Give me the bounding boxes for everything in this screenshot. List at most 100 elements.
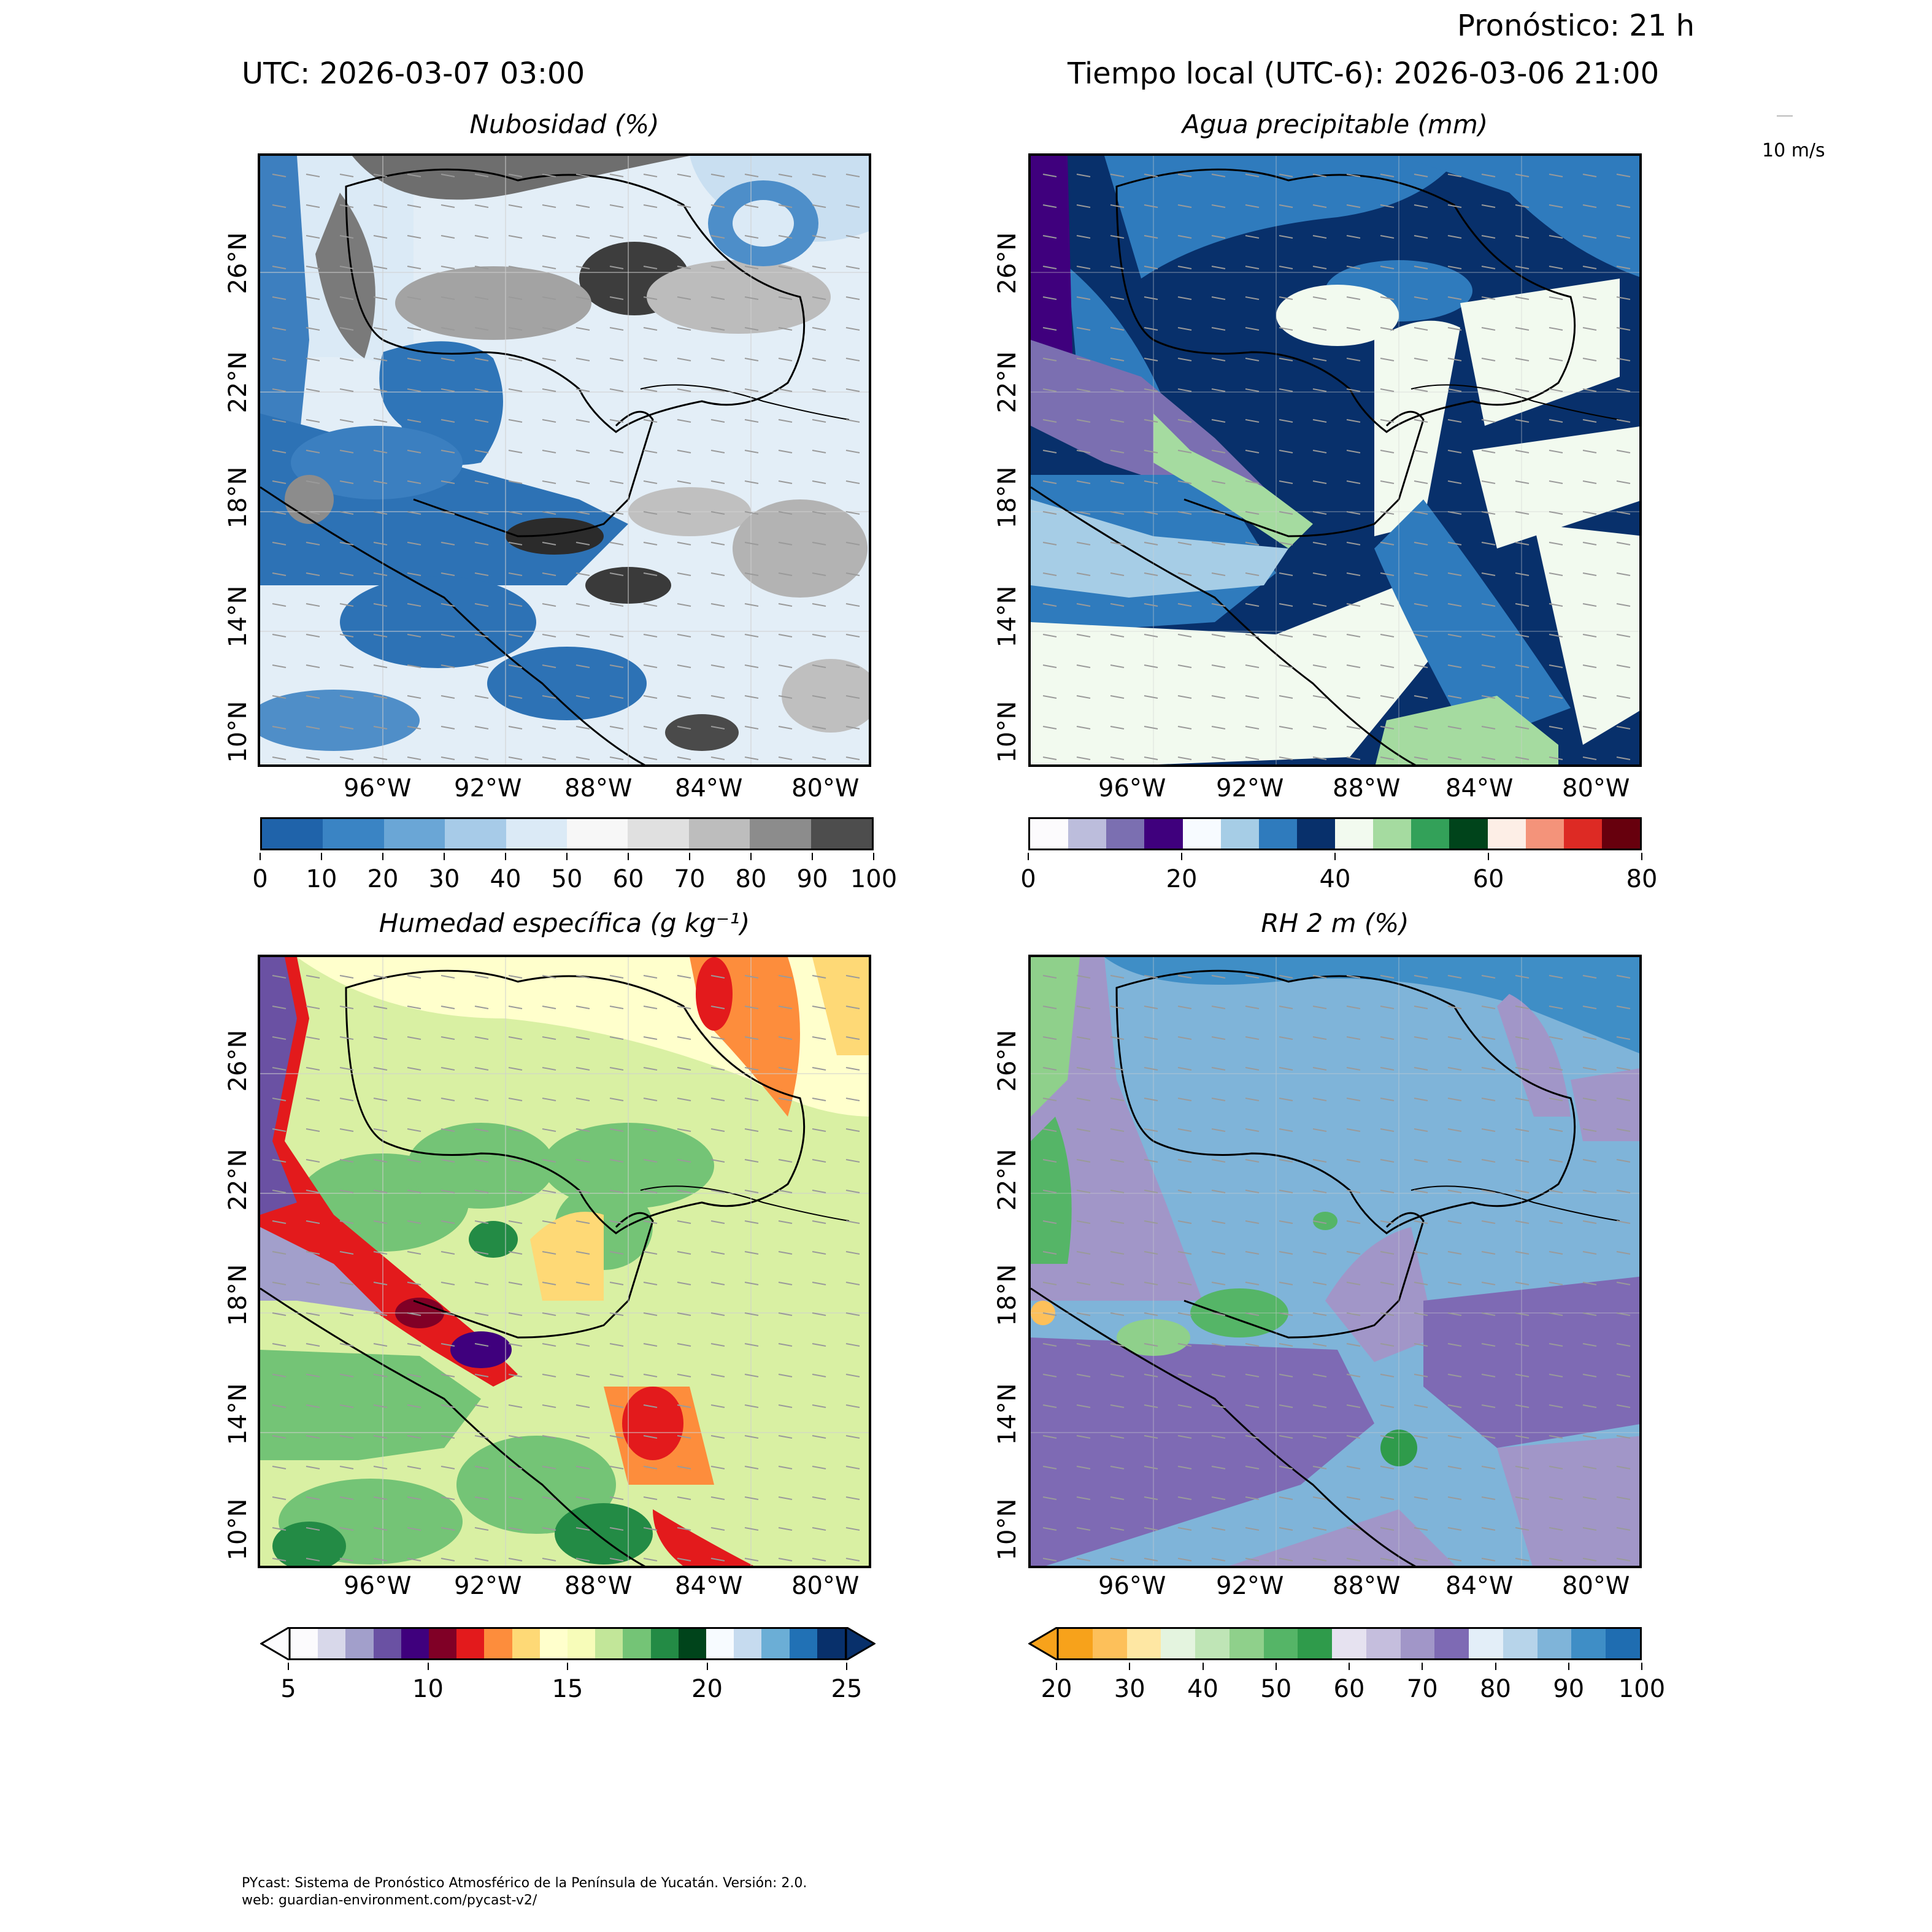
wind-vector xyxy=(474,204,489,208)
wind-vector xyxy=(812,1404,826,1408)
wind-vector xyxy=(1582,1067,1597,1071)
wind-vector xyxy=(710,296,725,300)
wind-vector xyxy=(778,695,793,699)
wind-vector xyxy=(1110,235,1125,239)
panel-title-nubosidad: Nubosidad (%) xyxy=(469,109,660,139)
wind-vector xyxy=(272,1404,287,1408)
wind-vector xyxy=(1447,235,1462,239)
wind-vector xyxy=(1076,1098,1091,1101)
wind-vector xyxy=(778,419,793,423)
wind-vector xyxy=(339,480,354,484)
wind-vector xyxy=(1245,695,1260,699)
wind-vector xyxy=(1481,1282,1496,1285)
wind-vector xyxy=(1414,1466,1428,1469)
wind-vector xyxy=(474,1067,489,1071)
wind-vector xyxy=(1380,1312,1395,1316)
wind-vector xyxy=(1177,511,1192,515)
wind-vector xyxy=(272,1006,287,1009)
wind-vector xyxy=(339,1527,354,1531)
wind-vector xyxy=(575,1466,590,1469)
colorbar-segment xyxy=(761,1629,790,1658)
wind-vector xyxy=(339,1159,354,1163)
wind-vector xyxy=(643,235,658,239)
wind-vector xyxy=(1447,327,1462,331)
wind-vector xyxy=(1042,726,1057,729)
wind-vector xyxy=(812,634,826,637)
wind-vector xyxy=(609,664,624,668)
wind-vector xyxy=(1616,204,1631,208)
lat-tick: 22°N xyxy=(224,351,252,414)
wind-vector xyxy=(1515,634,1530,637)
wind-vector xyxy=(272,1098,287,1101)
wind-vector xyxy=(1414,542,1428,545)
wind-vector xyxy=(373,1282,388,1285)
wind-vector xyxy=(1110,174,1125,177)
wind-vector xyxy=(778,1558,793,1561)
wind-vector xyxy=(575,1435,590,1439)
wind-vector xyxy=(1076,664,1091,668)
wind-vector xyxy=(1582,419,1597,423)
colorbar-humedad-especifica xyxy=(288,1627,847,1660)
wind-vector xyxy=(1177,1006,1192,1009)
wind-vector xyxy=(1616,1159,1631,1163)
wind-vector xyxy=(575,296,590,300)
wind-vector xyxy=(845,174,860,177)
wind-vector xyxy=(1076,174,1091,177)
wind-vector xyxy=(1245,603,1260,607)
wind-vector xyxy=(778,480,793,484)
wind-vector xyxy=(1582,450,1597,453)
wind-vector xyxy=(778,1282,793,1285)
wind-vector xyxy=(441,358,455,361)
wind-vector xyxy=(677,480,691,484)
wind-vector xyxy=(1144,664,1158,668)
wind-vector xyxy=(1211,975,1226,979)
wind-vector xyxy=(643,1435,658,1439)
wind-vector xyxy=(542,572,556,576)
colorbar-tick-mark xyxy=(1488,853,1489,860)
wind-vector xyxy=(441,327,455,331)
wind-vector xyxy=(474,358,489,361)
colorbar-nubosidad xyxy=(260,817,874,850)
colorbar-segment xyxy=(817,1629,845,1658)
wind-vector xyxy=(643,756,658,760)
wind-vector xyxy=(1515,450,1530,453)
colorbar-segment xyxy=(1161,1629,1196,1658)
wind-vector xyxy=(1076,296,1091,300)
wind-vector xyxy=(677,603,691,607)
wind-vector xyxy=(609,296,624,300)
wind-vector xyxy=(1414,572,1428,576)
wind-vector xyxy=(407,1435,421,1439)
wind-vector xyxy=(1211,174,1226,177)
lon-tick: 92°W xyxy=(454,1572,522,1600)
wind-vector xyxy=(407,1251,421,1255)
wind-vector xyxy=(1447,1036,1462,1040)
wind-vector xyxy=(845,1435,860,1439)
wind-vector xyxy=(1042,358,1057,361)
wind-vector xyxy=(1110,1466,1125,1469)
wind-vector xyxy=(1042,1190,1057,1193)
wind-vector xyxy=(1042,1558,1057,1561)
wind-vector xyxy=(812,358,826,361)
wind-vector xyxy=(845,1128,860,1132)
wind-vector xyxy=(1076,1251,1091,1255)
wind-vector xyxy=(1279,1343,1293,1347)
wind-vector xyxy=(1312,1466,1327,1469)
wind-vector xyxy=(1414,480,1428,484)
wind-vector xyxy=(1481,235,1496,239)
wind-vector xyxy=(373,174,388,177)
wind-vector xyxy=(710,204,725,208)
wind-vector xyxy=(441,542,455,545)
wind-vector xyxy=(845,204,860,208)
wind-vector xyxy=(508,388,523,392)
wind-vector xyxy=(306,1527,320,1531)
wind-vector xyxy=(744,327,759,331)
wind-vector xyxy=(1312,603,1327,607)
wind-vector xyxy=(1616,1374,1631,1377)
colorbar-segment xyxy=(1182,819,1221,849)
wind-vector xyxy=(778,1006,793,1009)
wind-vector xyxy=(474,480,489,484)
wind-vector xyxy=(542,695,556,699)
wind-vector xyxy=(677,1067,691,1071)
wind-vector xyxy=(609,266,624,269)
wind-vector xyxy=(643,511,658,515)
